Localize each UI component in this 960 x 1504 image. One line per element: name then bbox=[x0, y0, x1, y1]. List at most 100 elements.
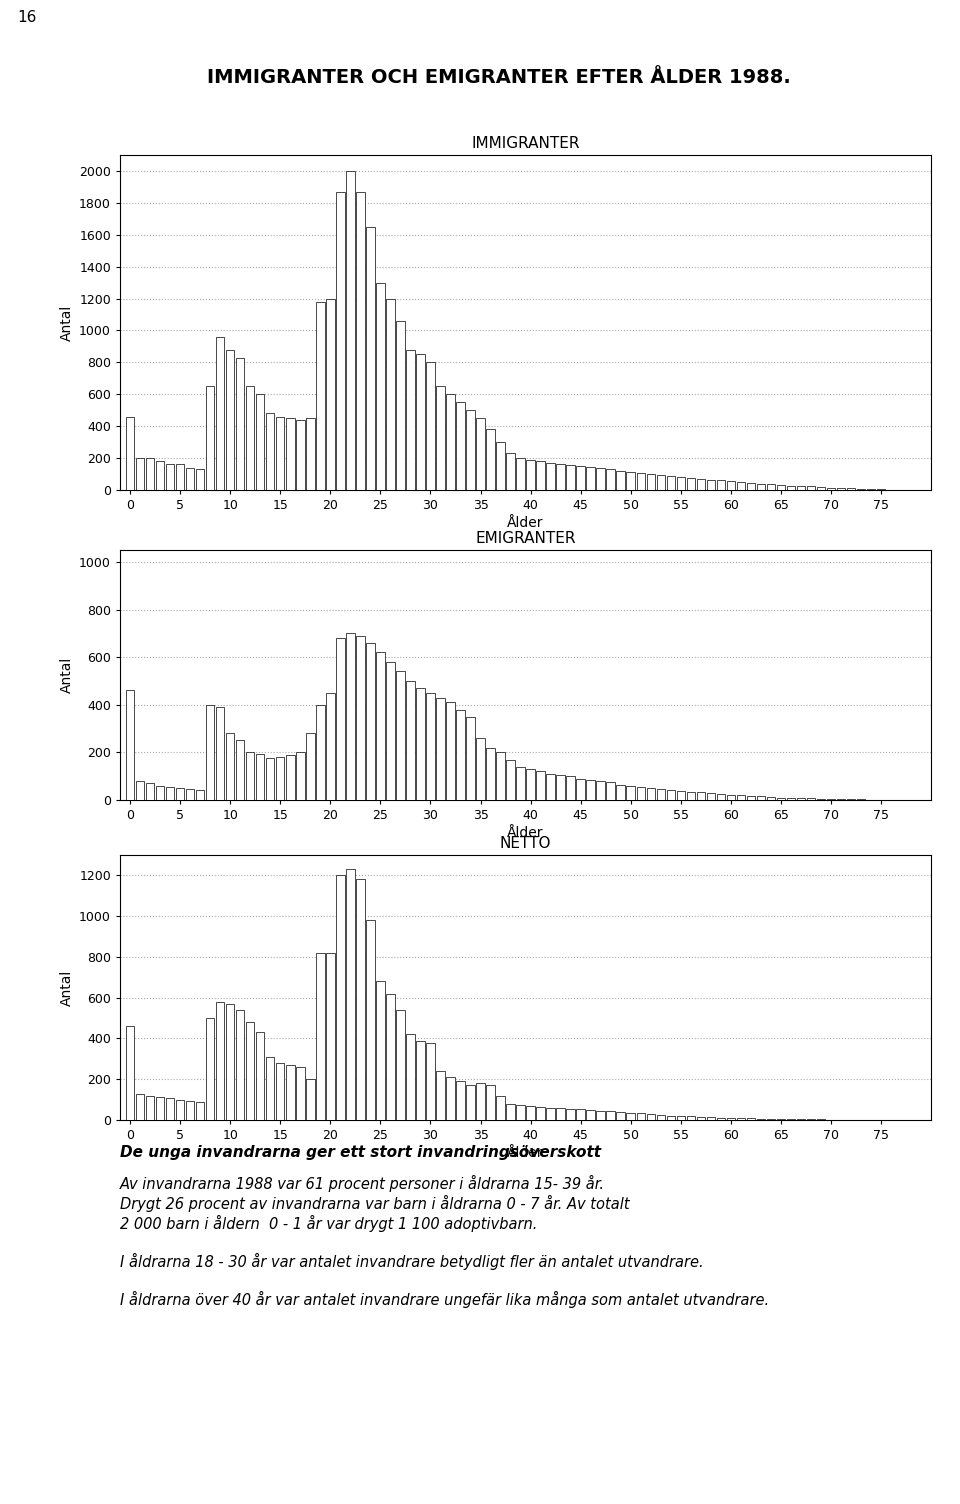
X-axis label: Ålder: Ålder bbox=[507, 1146, 544, 1160]
Bar bbox=[636, 1113, 645, 1120]
Bar bbox=[196, 1101, 204, 1120]
Bar bbox=[406, 349, 415, 490]
Bar bbox=[607, 1111, 615, 1120]
Bar bbox=[576, 1110, 585, 1120]
Bar bbox=[537, 462, 545, 490]
Bar bbox=[296, 1066, 304, 1120]
Bar bbox=[727, 794, 735, 800]
Bar bbox=[476, 418, 485, 490]
Bar bbox=[366, 642, 374, 800]
Bar bbox=[426, 693, 435, 800]
Bar bbox=[787, 797, 795, 800]
Y-axis label: Antal: Antal bbox=[60, 970, 74, 1006]
Bar bbox=[716, 480, 725, 490]
Bar bbox=[186, 790, 194, 800]
Bar bbox=[566, 1108, 575, 1120]
Bar bbox=[276, 417, 284, 490]
Bar bbox=[156, 785, 164, 800]
Bar bbox=[767, 797, 776, 800]
Bar bbox=[686, 791, 695, 800]
Bar bbox=[146, 784, 155, 800]
Bar bbox=[326, 693, 335, 800]
Bar bbox=[797, 799, 805, 800]
Bar bbox=[716, 794, 725, 800]
Bar bbox=[546, 775, 555, 800]
Bar bbox=[396, 671, 405, 800]
Bar bbox=[747, 796, 756, 800]
Bar bbox=[316, 954, 324, 1120]
Bar bbox=[286, 755, 295, 800]
Bar bbox=[537, 1107, 545, 1120]
Bar bbox=[736, 796, 745, 800]
Bar bbox=[847, 489, 855, 490]
Bar bbox=[205, 1018, 214, 1120]
Bar bbox=[487, 747, 494, 800]
Bar bbox=[677, 1116, 685, 1120]
Bar bbox=[406, 681, 415, 800]
Bar bbox=[627, 785, 635, 800]
Bar bbox=[707, 793, 715, 800]
Bar bbox=[666, 477, 675, 490]
Bar bbox=[777, 486, 785, 490]
Bar bbox=[226, 349, 234, 490]
Bar bbox=[557, 1108, 564, 1120]
Bar bbox=[557, 775, 564, 800]
Bar bbox=[196, 791, 204, 800]
Title: IMMIGRANTER: IMMIGRANTER bbox=[471, 135, 580, 150]
Bar bbox=[366, 920, 374, 1120]
Bar bbox=[707, 1117, 715, 1120]
Bar bbox=[636, 474, 645, 490]
Bar bbox=[166, 787, 175, 800]
Bar bbox=[146, 459, 155, 490]
Bar bbox=[296, 752, 304, 800]
Bar bbox=[166, 1098, 175, 1120]
Bar bbox=[156, 1096, 164, 1120]
Bar bbox=[506, 453, 515, 490]
Bar bbox=[576, 779, 585, 800]
Bar bbox=[616, 1113, 625, 1120]
Y-axis label: Antal: Antal bbox=[60, 304, 74, 340]
Bar bbox=[266, 758, 275, 800]
Bar bbox=[806, 486, 815, 490]
Bar bbox=[166, 465, 175, 490]
Bar bbox=[246, 1023, 254, 1120]
Bar bbox=[256, 1032, 264, 1120]
Bar bbox=[347, 869, 354, 1120]
Bar bbox=[487, 429, 494, 490]
Bar bbox=[376, 653, 385, 800]
Bar bbox=[476, 1083, 485, 1120]
Bar bbox=[276, 757, 284, 800]
Bar bbox=[396, 320, 405, 490]
Bar bbox=[246, 387, 254, 490]
Bar bbox=[256, 754, 264, 800]
Bar bbox=[767, 484, 776, 490]
Bar bbox=[396, 1009, 405, 1120]
Bar bbox=[566, 465, 575, 490]
Bar bbox=[467, 717, 475, 800]
Bar bbox=[747, 483, 756, 490]
Bar bbox=[607, 469, 615, 490]
Bar bbox=[456, 1081, 465, 1120]
Bar bbox=[326, 954, 335, 1120]
Bar bbox=[316, 705, 324, 800]
Bar bbox=[336, 191, 345, 490]
Bar bbox=[657, 790, 665, 800]
Bar bbox=[156, 462, 164, 490]
Bar bbox=[496, 1095, 505, 1120]
Bar bbox=[326, 299, 335, 490]
Bar bbox=[616, 471, 625, 490]
Bar bbox=[646, 788, 655, 800]
Bar bbox=[226, 1003, 234, 1120]
Text: De unga invandrarna ger ett stort invandringsöverskott: De unga invandrarna ger ett stort invand… bbox=[120, 1145, 601, 1160]
Bar bbox=[627, 1113, 635, 1120]
Text: 16: 16 bbox=[17, 11, 36, 26]
Bar bbox=[436, 387, 444, 490]
Bar bbox=[347, 633, 354, 800]
Bar bbox=[236, 740, 245, 800]
Bar bbox=[646, 474, 655, 490]
Bar bbox=[135, 1093, 144, 1120]
Bar bbox=[707, 480, 715, 490]
Bar bbox=[666, 791, 675, 800]
Bar bbox=[306, 734, 315, 800]
Bar bbox=[135, 781, 144, 800]
